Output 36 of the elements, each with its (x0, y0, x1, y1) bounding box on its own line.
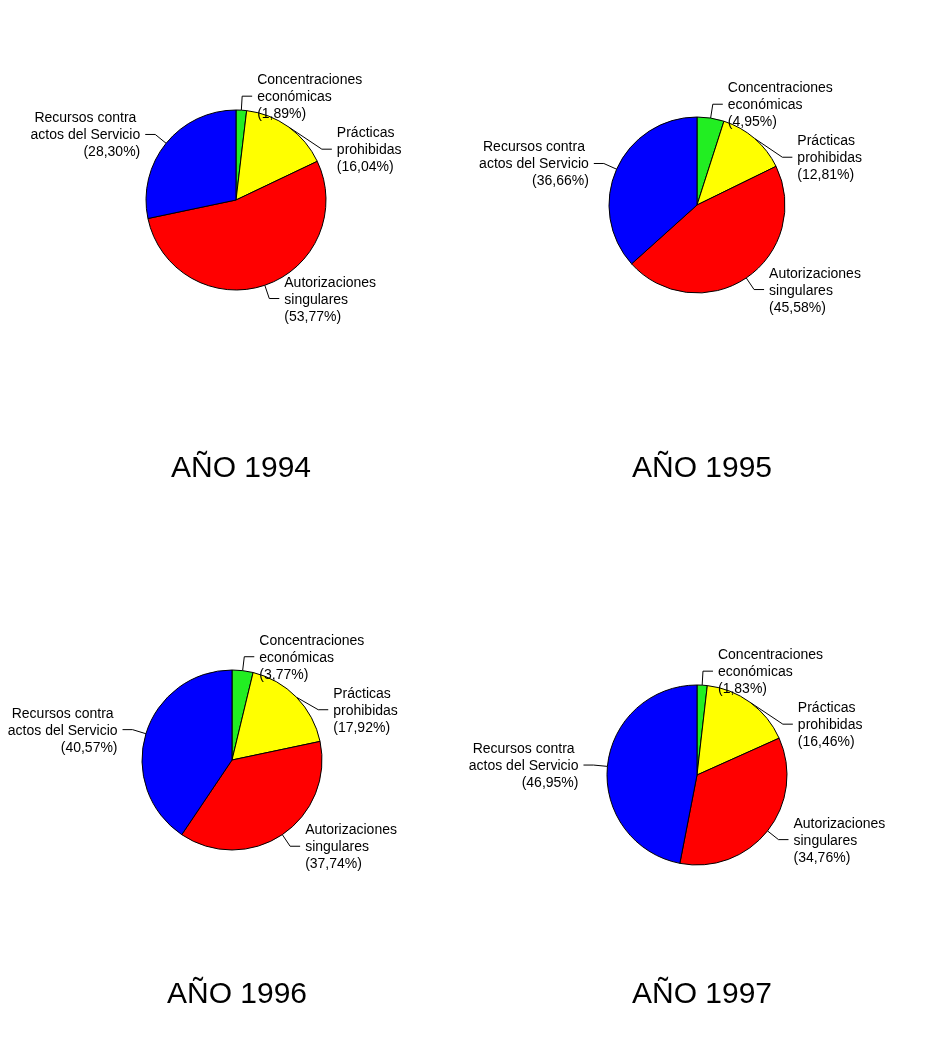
data-label: (45,58%) (769, 298, 826, 315)
data-label: (36,66%) (532, 172, 589, 189)
slice-label: Recursos contra actos del Servicio (479, 138, 590, 172)
slice-label: Concentraciones económicas (727, 79, 837, 113)
data-label: (28,30%) (83, 143, 141, 160)
slice-label: Prácticas prohibidas (797, 699, 863, 733)
data-label: (1,83%) (717, 680, 768, 697)
slice-label: Autorizaciones singulares (769, 264, 865, 298)
data-label: (34,76%) (793, 848, 851, 865)
text: AÑO 1996 (166, 975, 308, 1009)
slice-label: Concentraciones económicas (717, 646, 827, 680)
data-label: (4,95%) (727, 113, 777, 130)
slice-label: Autorizaciones singulares (305, 821, 401, 855)
slice-label: Prácticas prohibidas (336, 124, 402, 158)
data-label: (16,46%) (797, 733, 855, 750)
data-label: (53,77%) (284, 307, 342, 324)
data-label: (1,89%) (257, 105, 307, 122)
data-label: (40,57%) (60, 738, 118, 755)
slice-label: Concentraciones económicas (259, 631, 369, 665)
slice-label: Autorizaciones singulares (793, 814, 890, 848)
slice-label: Recursos contra actos del Servicio (468, 740, 579, 774)
text: AÑO 1997 (631, 975, 773, 1009)
data-label: (12,81%) (797, 166, 855, 183)
slice-label: Concentraciones económicas (257, 71, 367, 105)
data-label: (16,04%) (336, 158, 394, 175)
slice-label: Prácticas prohibidas (333, 684, 398, 718)
slice-label: Recursos contra actos del Servicio (7, 704, 118, 738)
data-label: (3,77%) (259, 665, 309, 682)
text: AÑO 1995 (631, 449, 773, 483)
slice-label: Recursos contra actos del Servicio (30, 109, 141, 143)
data-label: (17,92%) (333, 718, 391, 735)
text: AÑO 1994 (170, 449, 312, 483)
data-label: (37,74%) (305, 855, 362, 872)
slice-label: Prácticas prohibidas (797, 132, 862, 166)
slice-label: Autorizaciones singulares (284, 273, 380, 307)
data-label: (46,95%) (521, 774, 579, 791)
